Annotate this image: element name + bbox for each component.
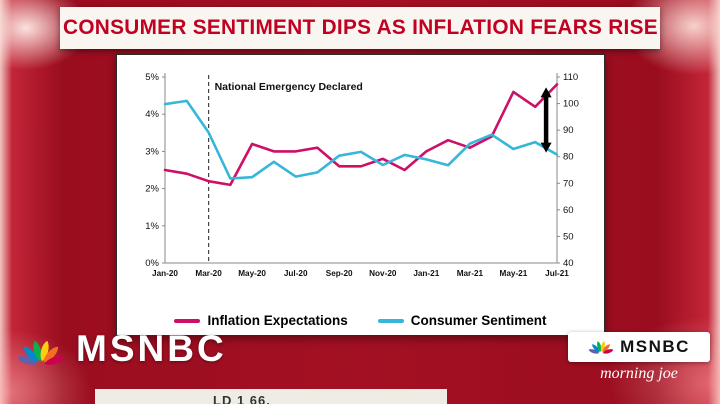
svg-text:Jul-20: Jul-20 xyxy=(284,269,308,278)
svg-text:May-20: May-20 xyxy=(238,269,266,278)
svg-text:70: 70 xyxy=(563,178,574,189)
svg-text:National Emergency Declared: National Emergency Declared xyxy=(215,81,363,93)
svg-text:100: 100 xyxy=(563,99,579,110)
svg-text:90: 90 xyxy=(563,125,574,136)
show-name: morning joe xyxy=(600,365,678,382)
svg-text:Jan-21: Jan-21 xyxy=(413,269,439,278)
svg-text:2%: 2% xyxy=(145,184,159,195)
lower-third-sliver: LD 1 66. xyxy=(95,389,447,404)
legend-label-inflation-expectations: Inflation Expectations xyxy=(207,313,348,328)
svg-text:4%: 4% xyxy=(145,109,159,120)
msnbc-bug-peacock-icon xyxy=(588,339,614,355)
svg-text:60: 60 xyxy=(563,205,574,216)
msnbc-wordmark: MSNBC xyxy=(76,328,227,369)
msnbc-bug-box: MSNBC xyxy=(568,332,710,362)
svg-text:Jul-21: Jul-21 xyxy=(545,269,569,278)
svg-text:Nov-20: Nov-20 xyxy=(369,269,397,278)
svg-text:3%: 3% xyxy=(145,146,159,157)
svg-text:80: 80 xyxy=(563,152,574,163)
svg-text:5%: 5% xyxy=(145,72,159,83)
svg-text:Sep-20: Sep-20 xyxy=(326,269,353,278)
svg-text:0%: 0% xyxy=(145,258,159,269)
headline-banner: CONSUMER SENTIMENT DIPS AS INFLATION FEA… xyxy=(60,7,660,49)
inflation-line-swatch xyxy=(174,318,201,323)
svg-text:110: 110 xyxy=(563,72,578,83)
svg-text:May-21: May-21 xyxy=(500,269,528,278)
svg-text:Mar-21: Mar-21 xyxy=(457,269,484,278)
chart-legend: Inflation Expectations Consumer Sentimen… xyxy=(117,313,604,328)
svg-text:1%: 1% xyxy=(145,221,159,232)
msnbc-bug-wordmark: MSNBC xyxy=(620,337,690,356)
svg-text:40: 40 xyxy=(563,258,574,269)
msnbc-branding: MSNBC xyxy=(16,330,227,367)
headline-text: CONSUMER SENTIMENT DIPS AS INFLATION FEA… xyxy=(62,16,658,39)
svg-text:Jan-20: Jan-20 xyxy=(152,269,178,278)
sentiment-line-swatch xyxy=(377,318,404,323)
line-chart: 5% 4% 3% 2% 1% 0% 110 100 90 80 70 60 50 40 Jan-20 Mar-… xyxy=(117,63,604,296)
nbc-peacock-icon xyxy=(16,337,66,367)
lower-third-partial-text: LD 1 66. xyxy=(213,393,271,404)
svg-text:Mar-20: Mar-20 xyxy=(195,269,222,278)
legend-label-consumer-sentiment: Consumer Sentiment xyxy=(410,313,547,328)
show-bug: MSNBC morning joe xyxy=(568,332,710,383)
legend-item-consumer-sentiment: Consumer Sentiment xyxy=(377,313,547,328)
svg-text:50: 50 xyxy=(563,231,574,242)
legend-item-inflation-expectations: Inflation Expectations xyxy=(174,313,348,328)
chart-card: Inflation Sentiment 5%4%3%2%1%0%11010090… xyxy=(116,54,605,336)
